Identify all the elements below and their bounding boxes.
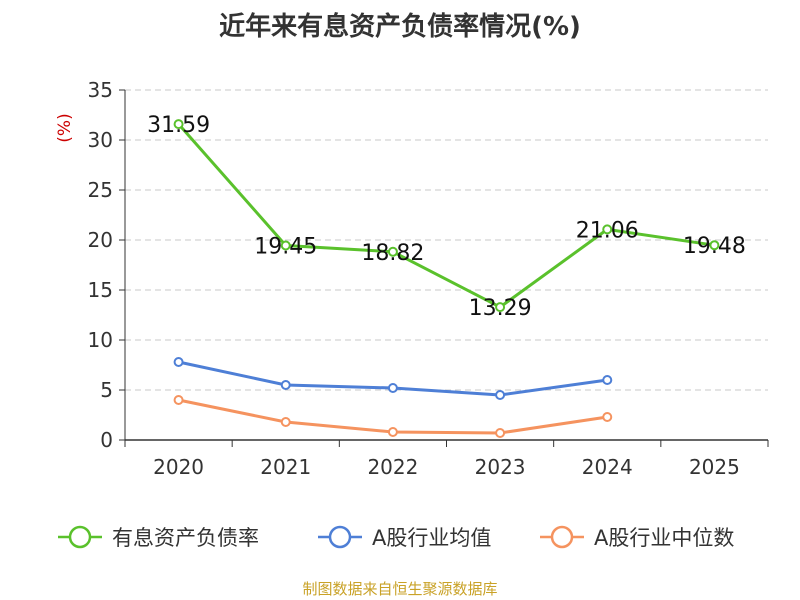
data-point: [709, 240, 720, 251]
y-tick-label: 0: [100, 428, 113, 452]
data-label: 19.45: [254, 235, 317, 260]
y-tick-label: 20: [88, 228, 113, 252]
data-point: [280, 380, 291, 390]
y-axis-label: (%): [55, 113, 75, 142]
chart-title: 近年来有息资产负债率情况(%): [219, 12, 581, 42]
legend-label: A股行业均值: [372, 526, 491, 550]
series-line: [177, 123, 715, 309]
x-tick-label: 2021: [260, 455, 311, 479]
y-tick-label: 35: [88, 78, 113, 102]
data-point: [495, 428, 506, 438]
series-lines: [173, 119, 720, 438]
data-point: [280, 240, 291, 251]
data-point: [602, 224, 613, 235]
data-point: [173, 395, 184, 405]
legend-marker: [550, 525, 574, 549]
y-tick-label: 25: [88, 178, 113, 202]
data-label: 31.59: [147, 113, 210, 138]
data-point: [387, 383, 398, 393]
x-tick-label: 2024: [582, 455, 633, 479]
legend: 有息资产负债率 A股行业均值 A股行业中位数: [58, 525, 734, 550]
data-point: [495, 390, 506, 400]
data-point: [280, 417, 291, 427]
x-tick-label: 2022: [367, 455, 418, 479]
data-point: [495, 302, 506, 313]
x-tick-label: 2020: [153, 455, 204, 479]
x-tick-label: 2025: [689, 455, 740, 479]
data-point: [173, 357, 184, 367]
x-tick-label: 2023: [475, 455, 526, 479]
data-label: 19.48: [683, 234, 746, 259]
data-point: [387, 246, 398, 257]
y-tick-label: 5: [100, 378, 113, 402]
legend-marker: [68, 525, 92, 549]
data-labels: 31.59 19.45 18.82 13.29 21.06 19.48: [147, 113, 746, 321]
data-label: 21.06: [576, 218, 639, 243]
data-point: [387, 427, 398, 437]
data-label: 18.82: [361, 241, 424, 266]
legend-label: 有息资产负债率: [112, 526, 259, 550]
axes: [119, 89, 769, 447]
legend-marker: [328, 525, 352, 549]
legend-label: A股行业中位数: [594, 526, 734, 550]
y-tick-label: 10: [88, 328, 113, 352]
y-tick-label: 15: [88, 278, 113, 302]
data-point: [602, 375, 613, 385]
data-label: 13.29: [469, 296, 532, 321]
data-point: [173, 119, 184, 130]
data-point: [602, 412, 613, 422]
y-tick-label: 30: [88, 128, 113, 152]
source-footer: 制图数据来自恒生聚源数据库: [302, 580, 498, 598]
